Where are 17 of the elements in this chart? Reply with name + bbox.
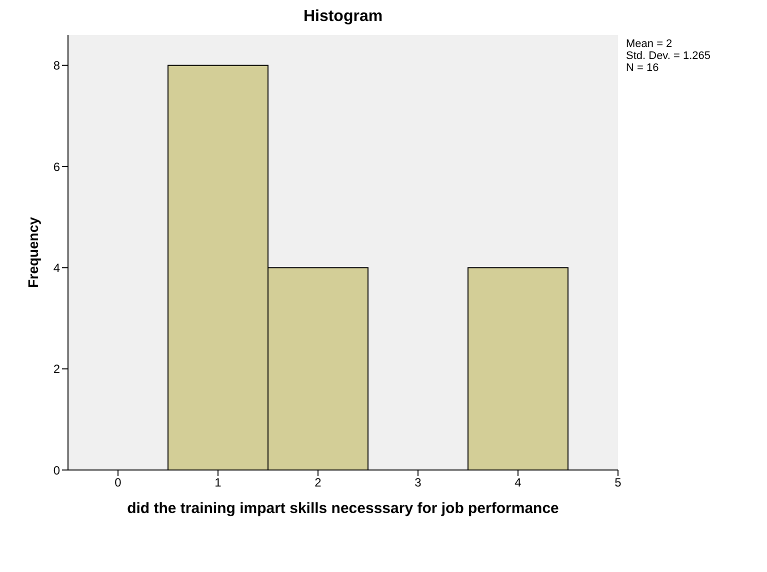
y-tick-label: 2 [53, 362, 60, 376]
text: Std. Dev. = 1.265 [626, 50, 710, 62]
x-tick-label: 2 [314, 476, 322, 490]
x-tick-label: 4 [514, 476, 522, 490]
x-tick-label: 3 [414, 476, 422, 490]
chart-title: Histogram [302, 8, 384, 27]
x-tick-label: 0 [114, 476, 122, 490]
y-tick-label: 0 [53, 463, 60, 478]
y-tick-label: 8 [53, 58, 60, 73]
y-tick-label: 4 [53, 260, 60, 275]
y-tick-label: 6 [53, 160, 60, 174]
text: Mean = 2 [626, 38, 674, 50]
x-tick-label: 1 [214, 476, 222, 490]
text: N = 16 [626, 62, 660, 74]
x-axis-title: did the training impart skills necesssary for job performance [126, 500, 560, 517]
x-tick-label: 5 [614, 476, 622, 490]
y-axis-title: Frequency [24, 216, 41, 288]
